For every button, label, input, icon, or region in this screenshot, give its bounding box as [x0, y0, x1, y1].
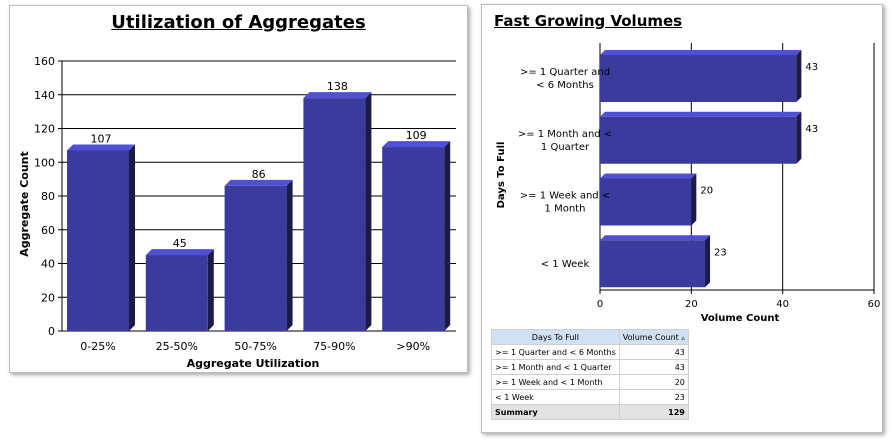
x-tick-label: 0 — [597, 299, 603, 310]
y-tick-label: 140 — [34, 89, 55, 102]
bar-side — [796, 50, 802, 102]
bar-top — [303, 92, 372, 99]
y-tick-label: 20 — [41, 291, 55, 304]
column-header-volume-count[interactable]: Volume Count ▵ — [618, 329, 689, 345]
bar-side — [129, 144, 135, 331]
y-category-label-line: 1 Month — [545, 204, 586, 215]
x-tick-label: 75-90% — [313, 340, 355, 353]
table-cell-count: 23 — [618, 389, 689, 405]
bar-value-label: 45 — [173, 237, 187, 250]
y-tick-label: 100 — [34, 156, 55, 169]
bar-top — [600, 173, 697, 179]
table-summary-row: Summary 129 — [491, 404, 689, 420]
sort-ascending-icon[interactable]: ▵ — [681, 333, 685, 342]
bar-value-label: 109 — [406, 129, 427, 142]
table-cell-days: >= 1 Quarter and < 6 Months — [491, 344, 620, 360]
table-cell-days: < 1 Week — [491, 389, 620, 405]
bar-top — [224, 179, 293, 186]
bar-side — [691, 173, 697, 226]
fast-growing-volumes-panel: Fast Growing Volumes 0 20 40 60 43 >= 1 Quart… — [481, 4, 883, 433]
table-row: >= 1 Month and < 1 Quarter 43 — [491, 359, 689, 375]
y-tick-label: 80 — [41, 190, 55, 203]
bar-top — [600, 50, 802, 55]
utilization-chart-title: Utilization of Aggregates — [111, 12, 366, 33]
table-cell-days: >= 1 Month and < 1 Quarter — [491, 359, 620, 375]
bar-top — [67, 144, 135, 151]
x-tick-label: 25-50% — [156, 340, 198, 353]
bar — [67, 150, 129, 331]
y-axis-title: Days To Full — [496, 142, 507, 209]
table-row: >= 1 Quarter and < 6 Months 43 — [491, 344, 689, 360]
table-cell-days: >= 1 Week and < 1 Month — [491, 374, 620, 390]
x-tick-label: 60 — [868, 299, 881, 310]
x-axis-title: Volume Count — [701, 313, 780, 324]
bar-value-label: 23 — [714, 247, 727, 258]
bar-top — [600, 235, 711, 241]
y-category-label-line: < 1 Week — [541, 259, 590, 270]
y-category-label: >= 1 Quarter and < 6 Months — [520, 67, 610, 91]
x-tick-label: 20 — [685, 299, 698, 310]
summary-label: Summary — [491, 404, 620, 420]
bar-side — [705, 235, 711, 288]
x-axis-title: Aggregate Utilization — [187, 357, 320, 370]
table-row: >= 1 Week and < 1 Month 20 — [491, 374, 689, 390]
x-tick-label: 50-75% — [234, 340, 276, 353]
x-tick-label: >90% — [396, 340, 430, 353]
y-category-label-line: >= 1 Quarter and — [520, 67, 610, 78]
y-category-label: < 1 Week — [541, 259, 590, 270]
bar — [600, 55, 797, 102]
x-tick-label: 0-25% — [80, 340, 115, 353]
bar — [303, 98, 366, 331]
bar — [600, 178, 692, 226]
y-category-label-line: >= 1 Month and < — [518, 129, 612, 140]
y-tick-label: 60 — [41, 224, 55, 237]
fast-growing-volumes-title: Fast Growing Volumes — [494, 12, 683, 30]
bar-value-label: 86 — [252, 168, 266, 181]
table-row: < 1 Week 23 — [491, 389, 689, 405]
bar-side — [286, 179, 293, 331]
column-header-days-to-full[interactable]: Days To Full — [491, 329, 620, 345]
y-tick-label: 40 — [41, 258, 55, 271]
bar — [382, 147, 445, 331]
fast-growing-volumes-chart: 0 20 40 60 43 >= 1 Quarter and < 6 Months 43 >= … — [496, 43, 881, 324]
y-tick-label: 0 — [48, 325, 55, 338]
bar-side — [207, 249, 214, 331]
bar — [600, 240, 706, 288]
y-category-label: >= 1 Week and < 1 Month — [520, 191, 610, 215]
table-cell-count: 43 — [618, 359, 689, 375]
bar-value-label: 43 — [805, 62, 818, 73]
bar-top — [382, 141, 451, 148]
table-cell-count: 43 — [618, 344, 689, 360]
bar-value-label: 107 — [91, 132, 112, 145]
y-tick-label: 160 — [34, 55, 55, 68]
bar-side — [365, 92, 372, 331]
bar-top — [145, 249, 214, 256]
bar-side — [444, 141, 451, 331]
y-category-label-line: < 6 Months — [536, 80, 594, 91]
bar — [224, 185, 287, 331]
utilization-bar-chart: 0 20 40 60 80 100 120 140 160 107 0-25% 45 25-50% 86 5… — [18, 55, 456, 370]
y-axis-title: Aggregate Count — [18, 151, 31, 257]
y-category-label: >= 1 Month and < 1 Quarter — [518, 129, 612, 153]
bar-side — [796, 111, 802, 164]
bar-value-label: 20 — [700, 186, 713, 197]
summary-total: 129 — [618, 404, 689, 420]
x-tick-label: 40 — [776, 299, 789, 310]
y-category-label-line: 1 Quarter — [541, 142, 590, 153]
bar-top — [600, 111, 802, 117]
days-to-full-table: Days To Full Volume Count ▵ >= 1 Quarter… — [491, 329, 689, 420]
table-cell-count: 20 — [618, 374, 689, 390]
bar — [145, 255, 208, 331]
bar-value-label: 43 — [805, 124, 818, 135]
bar-value-label: 138 — [327, 80, 348, 93]
y-tick-label: 120 — [34, 123, 55, 136]
y-category-label-line: >= 1 Week and < — [520, 191, 610, 202]
column-header-volume-count-label: Volume Count — [622, 332, 679, 342]
utilization-chart-panel: Utilization of Aggregates 0 20 40 60 80 100 12… — [9, 5, 468, 373]
bar — [600, 116, 797, 164]
